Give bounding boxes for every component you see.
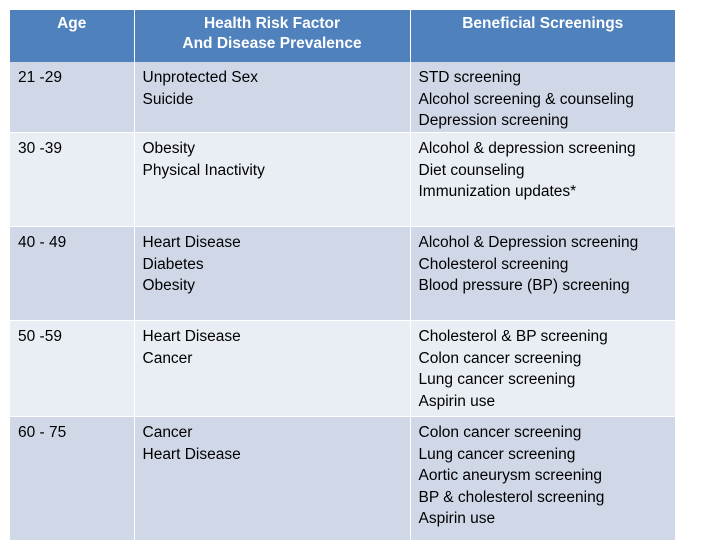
header-screenings: Beneficial Screenings: [410, 10, 675, 62]
screening-item: Alcohol & Depression screening: [418, 234, 639, 251]
header-risk-line1: Health Risk Factor: [203, 15, 341, 32]
screening-cell: STD screening Alcohol screening & counse…: [410, 62, 675, 133]
table-row: 21 -29 Unprotected Sex Suicide STD scree…: [10, 62, 675, 133]
screening-item: Alcohol & depression screening: [418, 140, 636, 157]
header-age: Age: [10, 10, 135, 62]
risk-cell: Heart Disease Cancer: [134, 320, 411, 417]
header-row: Age Health Risk Factor And Disease Preva…: [10, 10, 675, 62]
screening-item: Colon cancer screening: [418, 424, 582, 441]
screening-cell: Colon cancer screening Lung cancer scree…: [410, 416, 675, 541]
risk-cell: Obesity Physical Inactivity: [134, 132, 411, 227]
risk-item: Heart Disease: [142, 328, 241, 345]
screening-item: Depression screening: [418, 112, 569, 129]
risk-item: Suicide: [142, 90, 194, 108]
risk-cell: Unprotected Sex Suicide: [134, 62, 411, 133]
screening-item: Blood pressure (BP) screening: [418, 277, 630, 294]
screening-item: Lung cancer screening: [418, 371, 576, 388]
table-row: 40 - 49 Heart Disease Diabetes Obesity A…: [10, 226, 675, 321]
age-cell: 60 - 75: [10, 416, 135, 541]
risk-item: Cancer: [142, 424, 193, 441]
screening-item: Colon cancer screening: [418, 349, 582, 367]
age-cell: 30 -39: [10, 132, 135, 227]
risk-cell: Cancer Heart Disease: [134, 416, 411, 541]
risk-item: Obesity: [142, 277, 196, 294]
screening-item: Alcohol screening & counseling: [418, 90, 634, 108]
risk-item: Unprotected Sex: [142, 69, 258, 86]
header-risk-factor: Health Risk Factor And Disease Prevalenc…: [134, 10, 411, 62]
table-row: 30 -39 Obesity Physical Inactivity Alcoh…: [10, 132, 675, 227]
table-row: 50 -59 Heart Disease Cancer Cholesterol …: [10, 320, 675, 417]
screening-item: STD screening: [418, 69, 522, 86]
age-cell: 50 -59: [10, 320, 135, 417]
age-cell: 21 -29: [10, 62, 135, 133]
screening-item: Cholesterol & BP screening: [418, 328, 608, 345]
screening-item: Cholesterol screening: [418, 255, 569, 273]
table-row: 60 - 75 Cancer Heart Disease Colon cance…: [10, 416, 675, 541]
screening-cell: Alcohol & Depression screening Cholester…: [410, 226, 675, 321]
header-risk-line2: And Disease Prevalence: [182, 35, 362, 52]
screening-item: Lung cancer screening: [418, 445, 576, 463]
age-cell: 40 - 49: [10, 226, 135, 321]
screening-item: Aspirin use: [418, 392, 496, 410]
risk-item: Physical Inactivity: [142, 161, 265, 179]
screening-cell: Cholesterol & BP screening Colon cancer …: [410, 320, 675, 417]
risk-item: Obesity: [142, 140, 196, 157]
risk-item: Heart Disease: [142, 445, 241, 463]
screening-cell: Alcohol & depression screening Diet coun…: [410, 132, 675, 227]
screening-item: Diet counseling: [418, 161, 525, 179]
risk-item: Cancer: [142, 349, 193, 367]
screening-item: Aspirin use: [418, 510, 496, 527]
screening-item: Immunization updates*: [418, 183, 577, 200]
risk-item: Heart Disease: [142, 234, 241, 251]
screening-item: Aortic aneurysm screening: [418, 467, 603, 484]
screening-table: Age Health Risk Factor And Disease Preva…: [10, 10, 675, 541]
screening-item: BP & cholesterol screening: [418, 488, 605, 506]
risk-cell: Heart Disease Diabetes Obesity: [134, 226, 411, 321]
risk-item: Diabetes: [142, 255, 204, 273]
